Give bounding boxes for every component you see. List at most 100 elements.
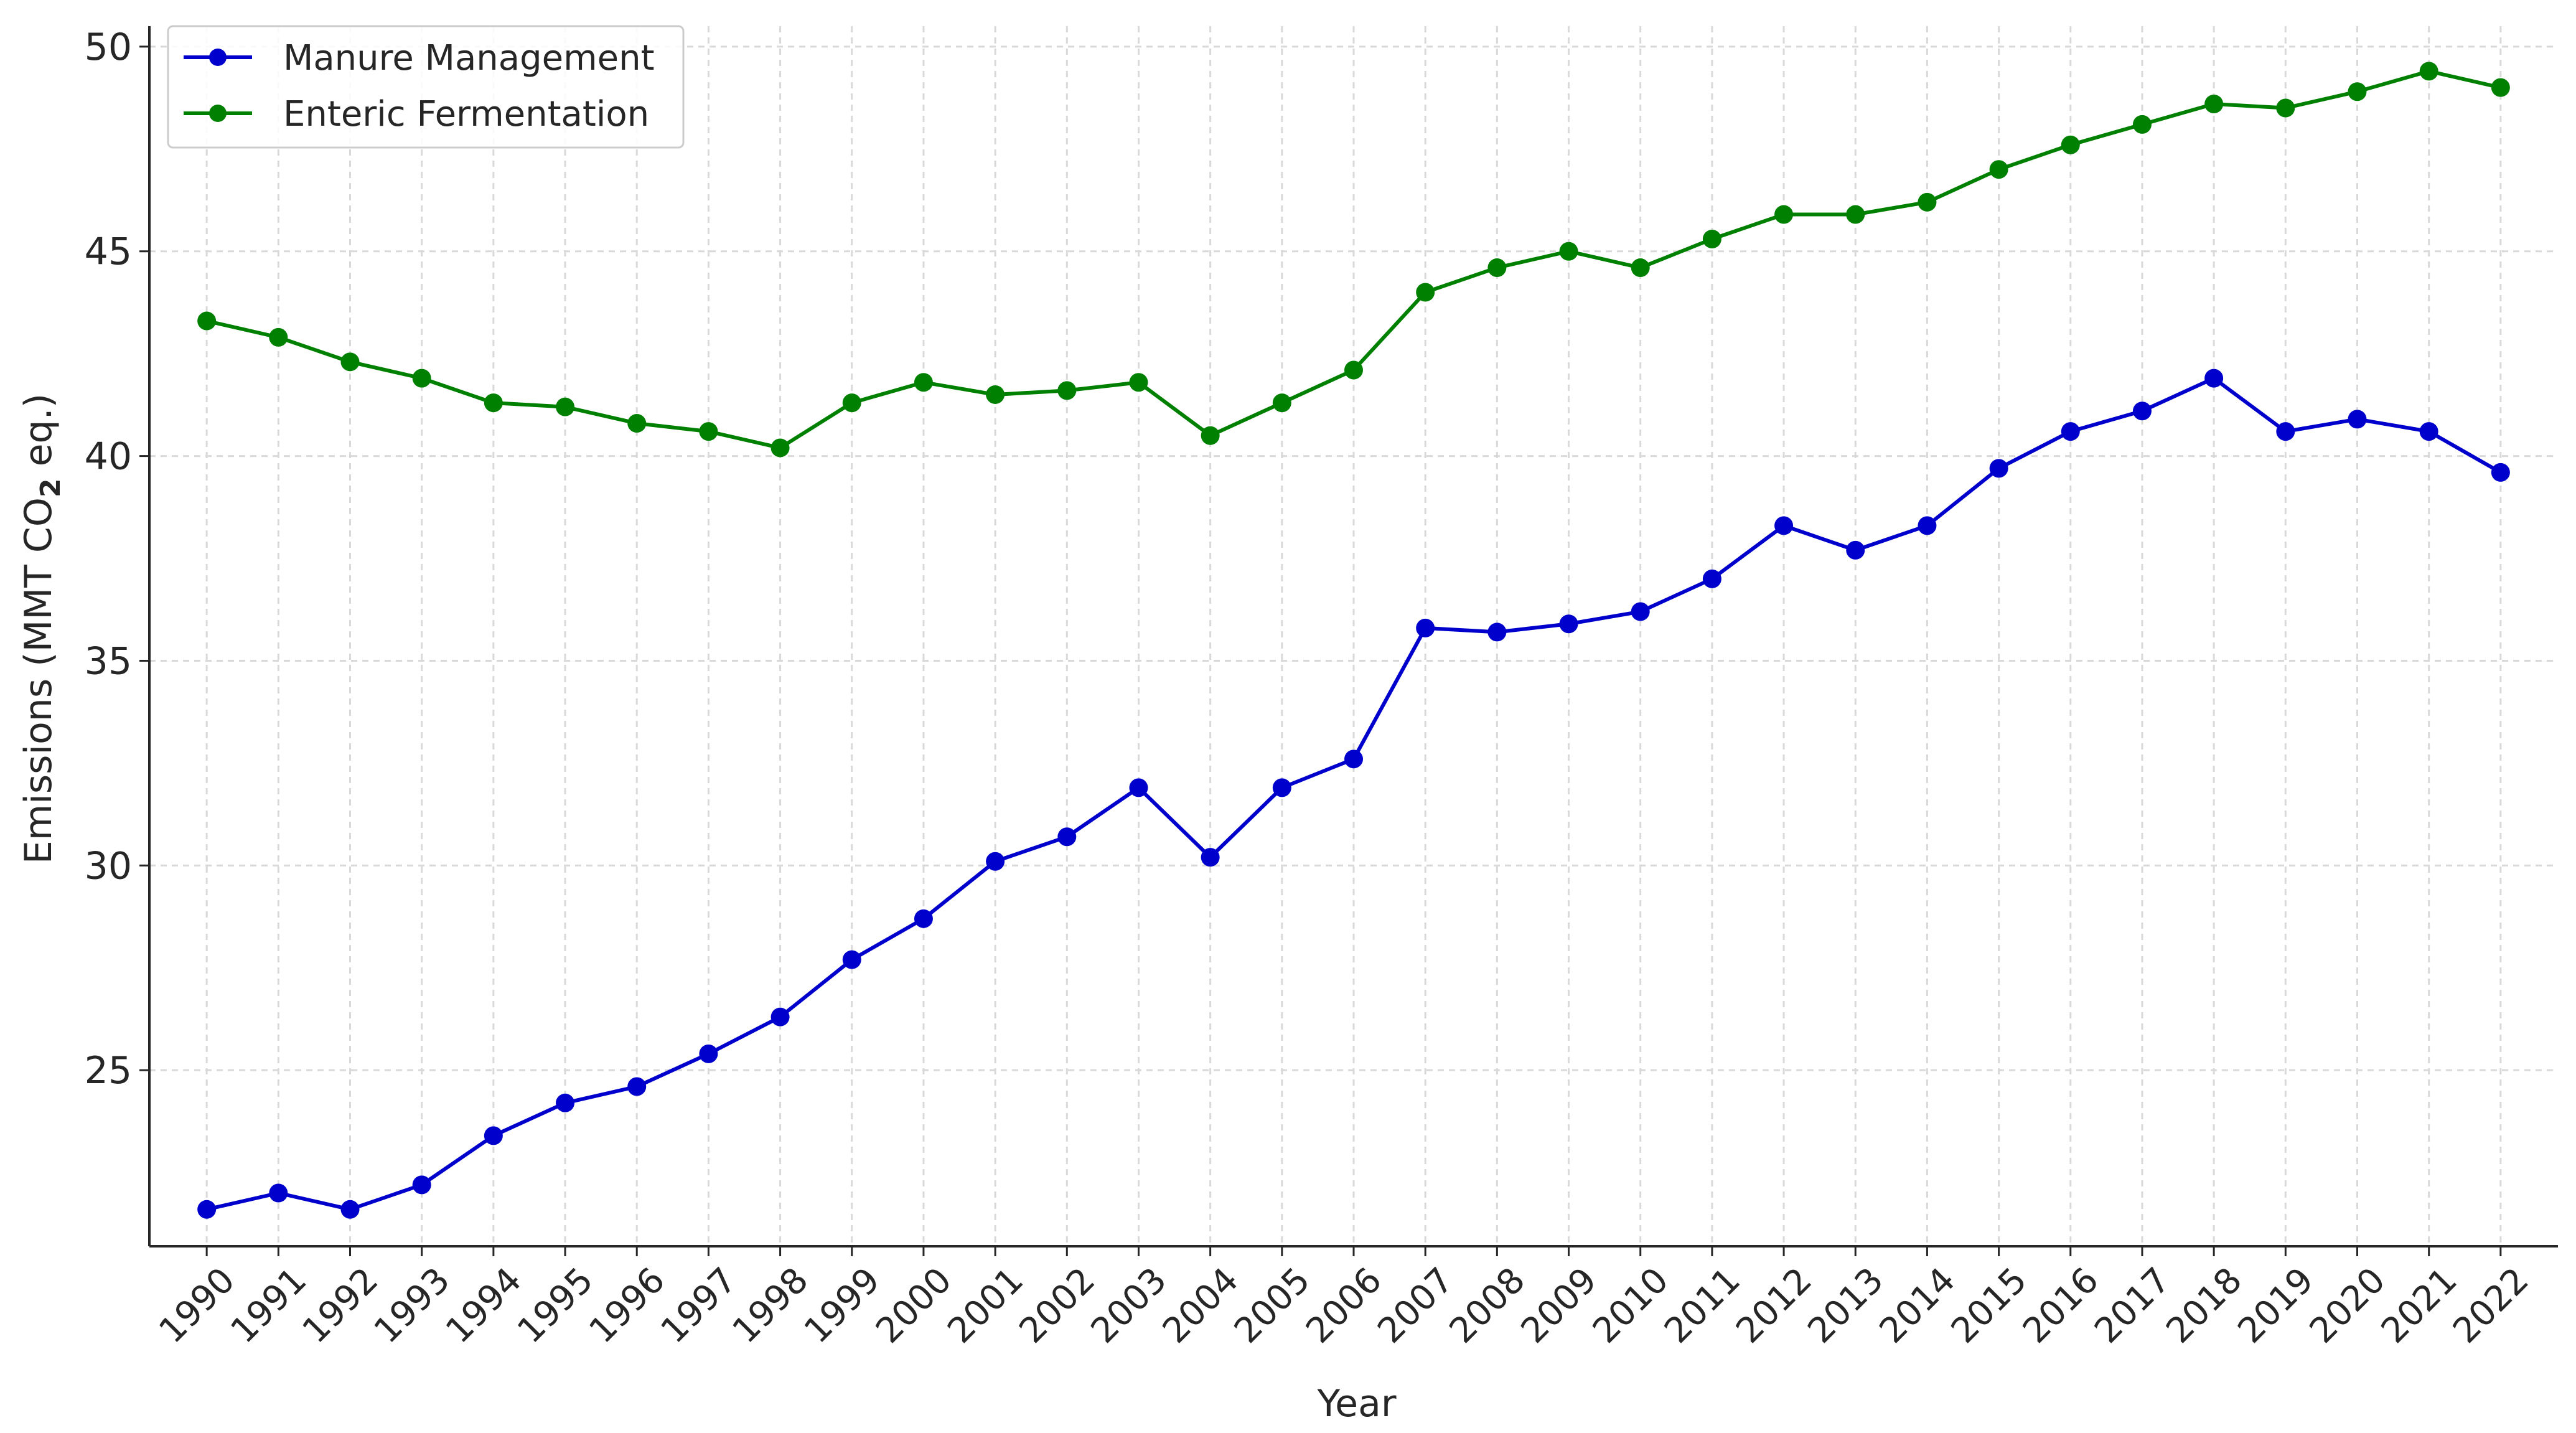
data-point-manure-management	[1702, 569, 1721, 588]
data-point-enteric-fermentation	[986, 385, 1005, 404]
data-point-manure-management	[2419, 422, 2438, 441]
x-tick-label: 2020	[2302, 1260, 2394, 1351]
data-point-manure-management	[556, 1093, 575, 1112]
data-point-manure-management	[770, 1007, 790, 1027]
data-point-enteric-fermentation	[2061, 135, 2080, 154]
x-tick-label: 1991	[223, 1260, 314, 1351]
x-tick-label: 2003	[1084, 1260, 1175, 1351]
data-point-enteric-fermentation	[1918, 192, 1937, 212]
x-tick-label: 1992	[295, 1260, 386, 1351]
data-point-enteric-fermentation	[2491, 78, 2510, 97]
x-tick-label: 1990	[151, 1260, 243, 1351]
data-point-manure-management	[627, 1077, 647, 1096]
data-point-enteric-fermentation	[842, 393, 861, 413]
data-point-enteric-fermentation	[2276, 98, 2295, 118]
x-tick-label: 2017	[2087, 1260, 2178, 1351]
data-point-enteric-fermentation	[1702, 230, 1721, 249]
data-point-enteric-fermentation	[340, 352, 360, 372]
data-point-enteric-fermentation	[914, 373, 933, 392]
data-point-enteric-fermentation	[2419, 62, 2438, 81]
data-point-manure-management	[2348, 410, 2367, 429]
x-tick-label: 2001	[940, 1260, 1031, 1351]
legend-label-manure: Manure Management	[283, 38, 655, 78]
legend-item-manure: Manure Management	[184, 38, 655, 78]
x-tick-label: 2006	[1298, 1260, 1390, 1351]
data-point-enteric-fermentation	[1344, 360, 1363, 380]
data-point-enteric-fermentation	[412, 369, 431, 388]
y-tick-label: 45	[85, 230, 132, 274]
tick-labels: 1990199119921993199419951996199719981999…	[85, 26, 2537, 1351]
y-tick-label: 40	[85, 435, 132, 479]
data-point-manure-management	[1989, 459, 2008, 478]
legend: Manure Management Enteric Fermentation	[167, 25, 685, 149]
x-tick-label: 2000	[868, 1260, 960, 1351]
data-point-enteric-fermentation	[1272, 393, 1291, 413]
x-tick-label: 2016	[2015, 1260, 2107, 1351]
x-tick-label: 2002	[1011, 1260, 1103, 1351]
data-point-enteric-fermentation	[1057, 381, 1077, 400]
data-point-manure-management	[1416, 618, 1435, 637]
data-point-manure-management	[986, 852, 1005, 871]
x-tick-label: 2013	[1800, 1260, 1891, 1351]
y-tick-label: 35	[85, 639, 132, 683]
data-point-enteric-fermentation	[269, 327, 288, 347]
x-tick-label: 2004	[1155, 1260, 1247, 1351]
x-tick-label: 1996	[581, 1260, 673, 1351]
data-point-enteric-fermentation	[770, 438, 790, 458]
data-point-manure-management	[1846, 540, 1865, 560]
x-tick-label: 1995	[510, 1260, 601, 1351]
x-tick-label: 2012	[1728, 1260, 1820, 1351]
grid-lines	[149, 26, 2558, 1246]
x-axis-title: Year	[1316, 1382, 1396, 1426]
y-axis-title-end: eq.)	[17, 393, 60, 479]
data-point-enteric-fermentation	[1129, 373, 1148, 392]
data-point-manure-management	[2204, 369, 2224, 388]
legend-label-enteric: Enteric Fermentation	[283, 94, 649, 134]
data-point-manure-management	[1057, 827, 1077, 847]
data-point-enteric-fermentation	[1774, 205, 1794, 224]
data-point-manure-management	[1918, 516, 1937, 535]
data-point-enteric-fermentation	[484, 393, 503, 413]
data-point-manure-management	[2491, 463, 2510, 482]
data-point-manure-management	[412, 1175, 431, 1195]
x-tick-label: 1993	[367, 1260, 458, 1351]
data-point-enteric-fermentation	[1631, 258, 1650, 278]
data-point-manure-management	[1129, 778, 1148, 797]
data-point-manure-management	[484, 1126, 503, 1145]
data-point-manure-management	[2061, 422, 2080, 441]
data-point-manure-management	[1487, 623, 1507, 642]
x-tick-label: 1997	[653, 1260, 745, 1351]
data-point-manure-management	[269, 1183, 288, 1203]
x-tick-label: 2018	[2158, 1260, 2250, 1351]
y-tick-label: 25	[85, 1049, 132, 1092]
data-point-enteric-fermentation	[556, 397, 575, 416]
x-tick-label: 1994	[438, 1260, 530, 1351]
data-point-enteric-fermentation	[699, 422, 718, 441]
data-point-manure-management	[1774, 516, 1794, 535]
y-axis-title-subscript: 2	[35, 478, 67, 497]
x-tick-label: 2022	[2445, 1260, 2537, 1351]
y-tick-label: 30	[85, 844, 132, 888]
x-tick-label: 2011	[1657, 1260, 1748, 1351]
data-point-manure-management	[699, 1044, 718, 1063]
data-point-manure-management	[1201, 848, 1220, 867]
data-point-manure-management	[2132, 402, 2152, 421]
data-point-manure-management	[914, 909, 933, 928]
x-tick-label: 2005	[1227, 1260, 1318, 1351]
legend-item-enteric: Enteric Fermentation	[184, 94, 649, 134]
data-point-manure-management	[1559, 614, 1578, 634]
data-point-manure-management	[197, 1200, 217, 1219]
data-point-manure-management	[2276, 422, 2295, 441]
x-tick-label: 1999	[797, 1260, 888, 1351]
data-point-enteric-fermentation	[197, 311, 217, 331]
data-point-enteric-fermentation	[2132, 115, 2152, 134]
data-point-manure-management	[1344, 749, 1363, 769]
data-point-manure-management	[842, 950, 861, 969]
x-tick-label: 2007	[1370, 1260, 1461, 1351]
x-tick-label: 2009	[1514, 1260, 1605, 1351]
data-point-enteric-fermentation	[2204, 94, 2224, 113]
legend-box	[167, 25, 685, 149]
x-tick-label: 2008	[1442, 1260, 1534, 1351]
